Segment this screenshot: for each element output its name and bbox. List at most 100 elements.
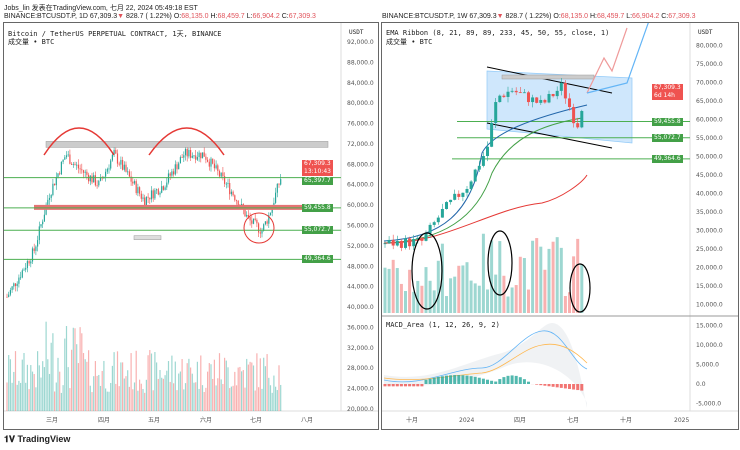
volume-bar xyxy=(424,267,428,313)
time-axis-label: 七月 xyxy=(250,416,262,424)
volume-bar xyxy=(428,280,432,313)
red-projection-arrow xyxy=(586,27,628,94)
candle-body xyxy=(86,171,88,175)
volume-bar xyxy=(166,370,168,411)
volume-bar xyxy=(227,367,229,411)
volume-bar xyxy=(50,342,52,411)
small-zone xyxy=(133,235,162,240)
candle-body xyxy=(140,193,142,199)
daily-chart-panel[interactable]: 92,000.0 88,000.0 84,000.0 80,000.0 76,000.0… xyxy=(3,22,379,430)
level-price-tag: 59,455.8 xyxy=(302,203,333,212)
currency-label[interactable]: USDT xyxy=(698,29,713,36)
low-value: 66,904.2 xyxy=(632,13,660,20)
volume-bar xyxy=(453,276,457,313)
price-axis-label: 48,000.0 xyxy=(347,263,374,270)
candle-body xyxy=(498,95,502,103)
candle-body xyxy=(71,163,73,165)
weekly-chart-canvas[interactable]: 80,000.0 75,000.0 70,000.0 65,000.0 60,000.0… xyxy=(382,23,738,429)
volume-bar xyxy=(461,265,465,313)
candle-body xyxy=(13,283,15,287)
candle-body xyxy=(404,238,407,248)
candle-body xyxy=(477,165,481,170)
candle-body xyxy=(176,164,178,170)
price-axis-label: 52,000.0 xyxy=(347,243,374,250)
macd-histogram-bar xyxy=(547,384,551,387)
volume-bar xyxy=(420,285,424,313)
ema-short-line xyxy=(383,104,588,242)
macd-histogram-bar xyxy=(477,377,481,384)
time-axis-label: 三月 xyxy=(46,417,58,424)
price-axis-label: 25,000.0 xyxy=(696,246,723,253)
weekly-chart-panel[interactable]: 80,000.0 75,000.0 70,000.0 65,000.0 60,000.0… xyxy=(381,22,739,430)
level-price-tag: 55,072.7 xyxy=(302,226,333,235)
o-label: O: xyxy=(173,13,182,20)
candle-body xyxy=(457,193,461,197)
volume-bar xyxy=(30,365,32,411)
candle-body xyxy=(72,164,74,165)
volume-bar xyxy=(193,382,195,411)
candle-body xyxy=(247,214,249,217)
price-axis-label: 20,000.0 xyxy=(347,406,374,413)
level-price-tag: 65,397.7 xyxy=(302,176,333,185)
macd-histogram-bar xyxy=(498,379,502,384)
candle-body xyxy=(428,224,432,234)
price-axis-label: 80,000.0 xyxy=(696,43,723,50)
c-label: C: xyxy=(281,13,289,20)
candle-body xyxy=(518,92,522,94)
volume-bar xyxy=(13,371,15,411)
candle-body xyxy=(47,199,49,205)
macd-histogram-bar xyxy=(404,384,407,387)
head-arc-annotation xyxy=(43,127,115,156)
volume-bar xyxy=(45,321,47,411)
volume-bar xyxy=(132,389,134,411)
volume-bar xyxy=(38,365,40,411)
candle-body xyxy=(82,170,85,173)
candle-body xyxy=(424,233,428,241)
candle-body xyxy=(559,82,563,91)
candle-body xyxy=(23,269,25,271)
macd-histogram-bar xyxy=(510,375,514,384)
candle-body xyxy=(65,155,68,158)
currency-label[interactable]: USDT xyxy=(349,29,364,36)
candle-body xyxy=(144,197,146,206)
candle-body xyxy=(174,164,176,175)
volume-bar xyxy=(551,241,555,313)
volume-bar xyxy=(195,382,197,411)
macd-histogram-bar xyxy=(416,384,420,387)
candle-body xyxy=(473,169,477,182)
candle-body xyxy=(150,190,153,200)
candle-body xyxy=(502,95,506,97)
price-axis-label: 40,000.0 xyxy=(696,191,723,198)
ema-mid-line xyxy=(383,117,583,244)
volume-bar xyxy=(82,353,85,411)
open-value: 68,135.0 xyxy=(181,13,209,20)
candle-body xyxy=(21,270,23,278)
candle-body xyxy=(490,122,494,147)
candle-body xyxy=(395,240,399,246)
candle-body xyxy=(506,91,510,97)
candle-body xyxy=(98,180,100,186)
volume-bar xyxy=(173,383,175,411)
candle-body xyxy=(142,197,144,199)
candle-body xyxy=(59,173,61,175)
candle-body xyxy=(420,237,424,241)
volume-bar xyxy=(220,379,222,411)
volume-bar xyxy=(383,267,387,313)
right-change: 828.7 ( 1.22%) xyxy=(503,13,552,20)
candle-body xyxy=(55,176,57,186)
volume-bar xyxy=(198,388,200,411)
candle-body xyxy=(81,169,83,171)
candle-body xyxy=(203,152,205,157)
volume-bar xyxy=(86,361,88,411)
macd-histogram-bar xyxy=(420,384,424,387)
daily-chart-canvas[interactable]: 92,000.0 88,000.0 84,000.0 80,000.0 76,000.0… xyxy=(4,23,378,429)
volume-bar xyxy=(268,377,270,411)
ema-long-line xyxy=(383,174,588,244)
candle-body xyxy=(173,171,175,175)
volume-bar xyxy=(234,371,236,411)
macd-histogram-bar xyxy=(440,376,444,384)
candle-body xyxy=(399,240,403,248)
candle-body xyxy=(20,277,22,279)
candle-body xyxy=(164,187,166,190)
macd-histogram-bar xyxy=(461,375,465,384)
